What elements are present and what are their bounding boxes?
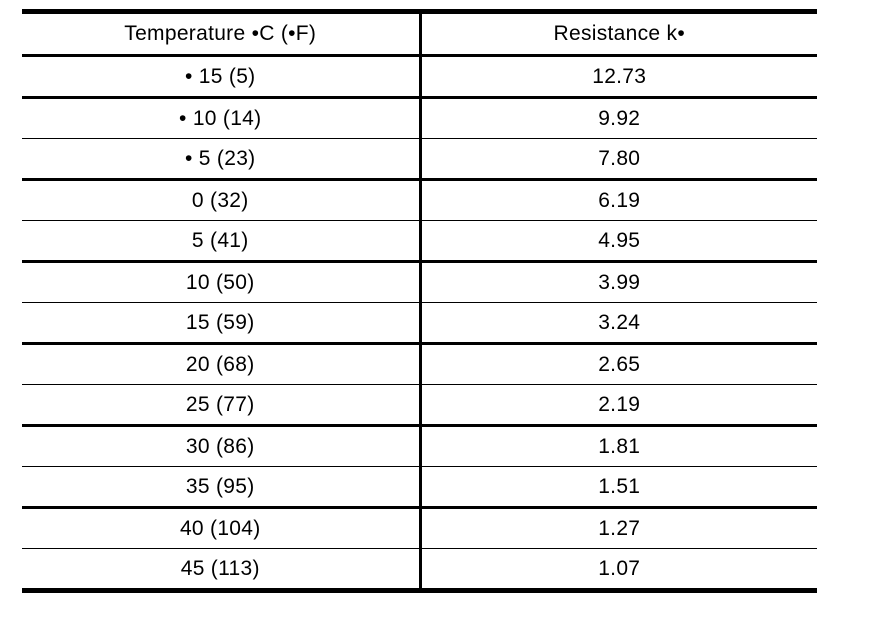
- table-row: 10 (50) 3.99: [22, 261, 817, 303]
- table-row: • 15 (5) 12.73: [22, 55, 817, 99]
- resistance-cell: 2.65: [420, 343, 817, 385]
- resistance-cell: 1.51: [420, 466, 817, 509]
- column-header-temperature: Temperature •C (•F): [22, 11, 422, 57]
- resistance-cell: 6.19: [420, 179, 817, 221]
- temperature-cell: 35 (95): [22, 466, 422, 509]
- temperature-cell: • 10 (14): [22, 97, 422, 139]
- temperature-cell: 40 (104): [22, 507, 422, 549]
- resistance-cell: 4.95: [420, 220, 817, 263]
- resistance-cell: 9.92: [420, 97, 817, 139]
- table-row: 25 (77) 2.19: [22, 384, 817, 427]
- table-row: 40 (104) 1.27: [22, 507, 817, 549]
- table-row: 15 (59) 3.24: [22, 302, 817, 345]
- table-row: 45 (113) 1.07: [22, 548, 817, 591]
- resistance-cell: 3.99: [420, 261, 817, 303]
- temperature-cell: 20 (68): [22, 343, 422, 385]
- temperature-cell: • 5 (23): [22, 138, 422, 181]
- temperature-cell: 10 (50): [22, 261, 422, 303]
- temperature-cell: • 15 (5): [22, 55, 422, 99]
- table-header-row: Temperature •C (•F) Resistance k•: [22, 11, 817, 57]
- resistance-cell: 12.73: [420, 55, 817, 99]
- column-header-resistance: Resistance k•: [420, 11, 817, 57]
- table-row: 5 (41) 4.95: [22, 220, 817, 263]
- temperature-resistance-table: Temperature •C (•F) Resistance k• • 15 (…: [22, 9, 817, 593]
- temperature-cell: 15 (59): [22, 302, 422, 345]
- resistance-cell: 1.27: [420, 507, 817, 549]
- temperature-cell: 25 (77): [22, 384, 422, 427]
- document-page: Temperature •C (•F) Resistance k• • 15 (…: [22, 9, 817, 593]
- table-row: 0 (32) 6.19: [22, 179, 817, 221]
- table-row: 35 (95) 1.51: [22, 466, 817, 509]
- temperature-cell: 45 (113): [22, 548, 422, 591]
- temperature-cell: 0 (32): [22, 179, 422, 221]
- resistance-cell: 2.19: [420, 384, 817, 427]
- table-row: • 10 (14) 9.92: [22, 97, 817, 139]
- temperature-cell: 30 (86): [22, 425, 422, 467]
- resistance-cell: 1.81: [420, 425, 817, 467]
- table-row: • 5 (23) 7.80: [22, 138, 817, 181]
- table-row: 30 (86) 1.81: [22, 425, 817, 467]
- temperature-cell: 5 (41): [22, 220, 422, 263]
- table-row: 20 (68) 2.65: [22, 343, 817, 385]
- resistance-cell: 7.80: [420, 138, 817, 181]
- resistance-cell: 3.24: [420, 302, 817, 345]
- resistance-cell: 1.07: [598, 556, 641, 580]
